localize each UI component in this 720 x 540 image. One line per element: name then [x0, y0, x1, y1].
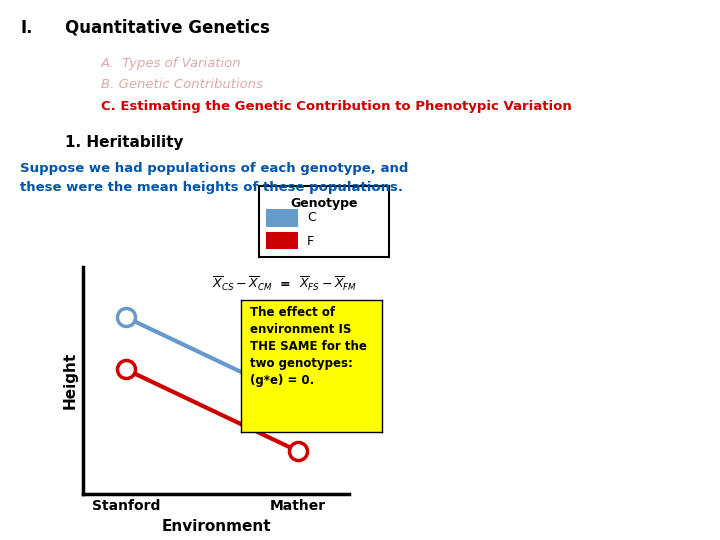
Text: Quantitative Genetics: Quantitative Genetics [65, 19, 270, 37]
Text: $\overline{X}_{CS}-\overline{X}_{CM}$  =  $\overline{X}_{FS}-\overline{X}_{FM}$: $\overline{X}_{CS}-\overline{X}_{CM}$ = … [212, 274, 358, 293]
Text: C. Estimating the Genetic Contribution to Phenotypic Variation: C. Estimating the Genetic Contribution t… [101, 100, 572, 113]
Text: these were the mean heights of these populations.: these were the mean heights of these pop… [20, 181, 403, 194]
Text: C: C [307, 211, 316, 225]
X-axis label: Environment: Environment [161, 518, 271, 534]
Bar [266, 210, 298, 227]
Y-axis label: Height: Height [62, 352, 77, 409]
Text: F: F [307, 234, 314, 247]
Bar [266, 232, 298, 249]
Text: A.  Types of Variation: A. Types of Variation [101, 57, 241, 70]
Text: The effect of
environment IS
THE SAME for the
two genotypes:
(g*e) = 0.: The effect of environment IS THE SAME fo… [250, 306, 366, 387]
Text: 1. Heritability: 1. Heritability [65, 135, 184, 150]
Text: I.: I. [20, 19, 32, 37]
Text: Genotype: Genotype [290, 197, 358, 210]
Text: B. Genetic Contributions: B. Genetic Contributions [101, 78, 263, 91]
Text: Suppose we had populations of each genotype, and: Suppose we had populations of each genot… [20, 162, 408, 175]
